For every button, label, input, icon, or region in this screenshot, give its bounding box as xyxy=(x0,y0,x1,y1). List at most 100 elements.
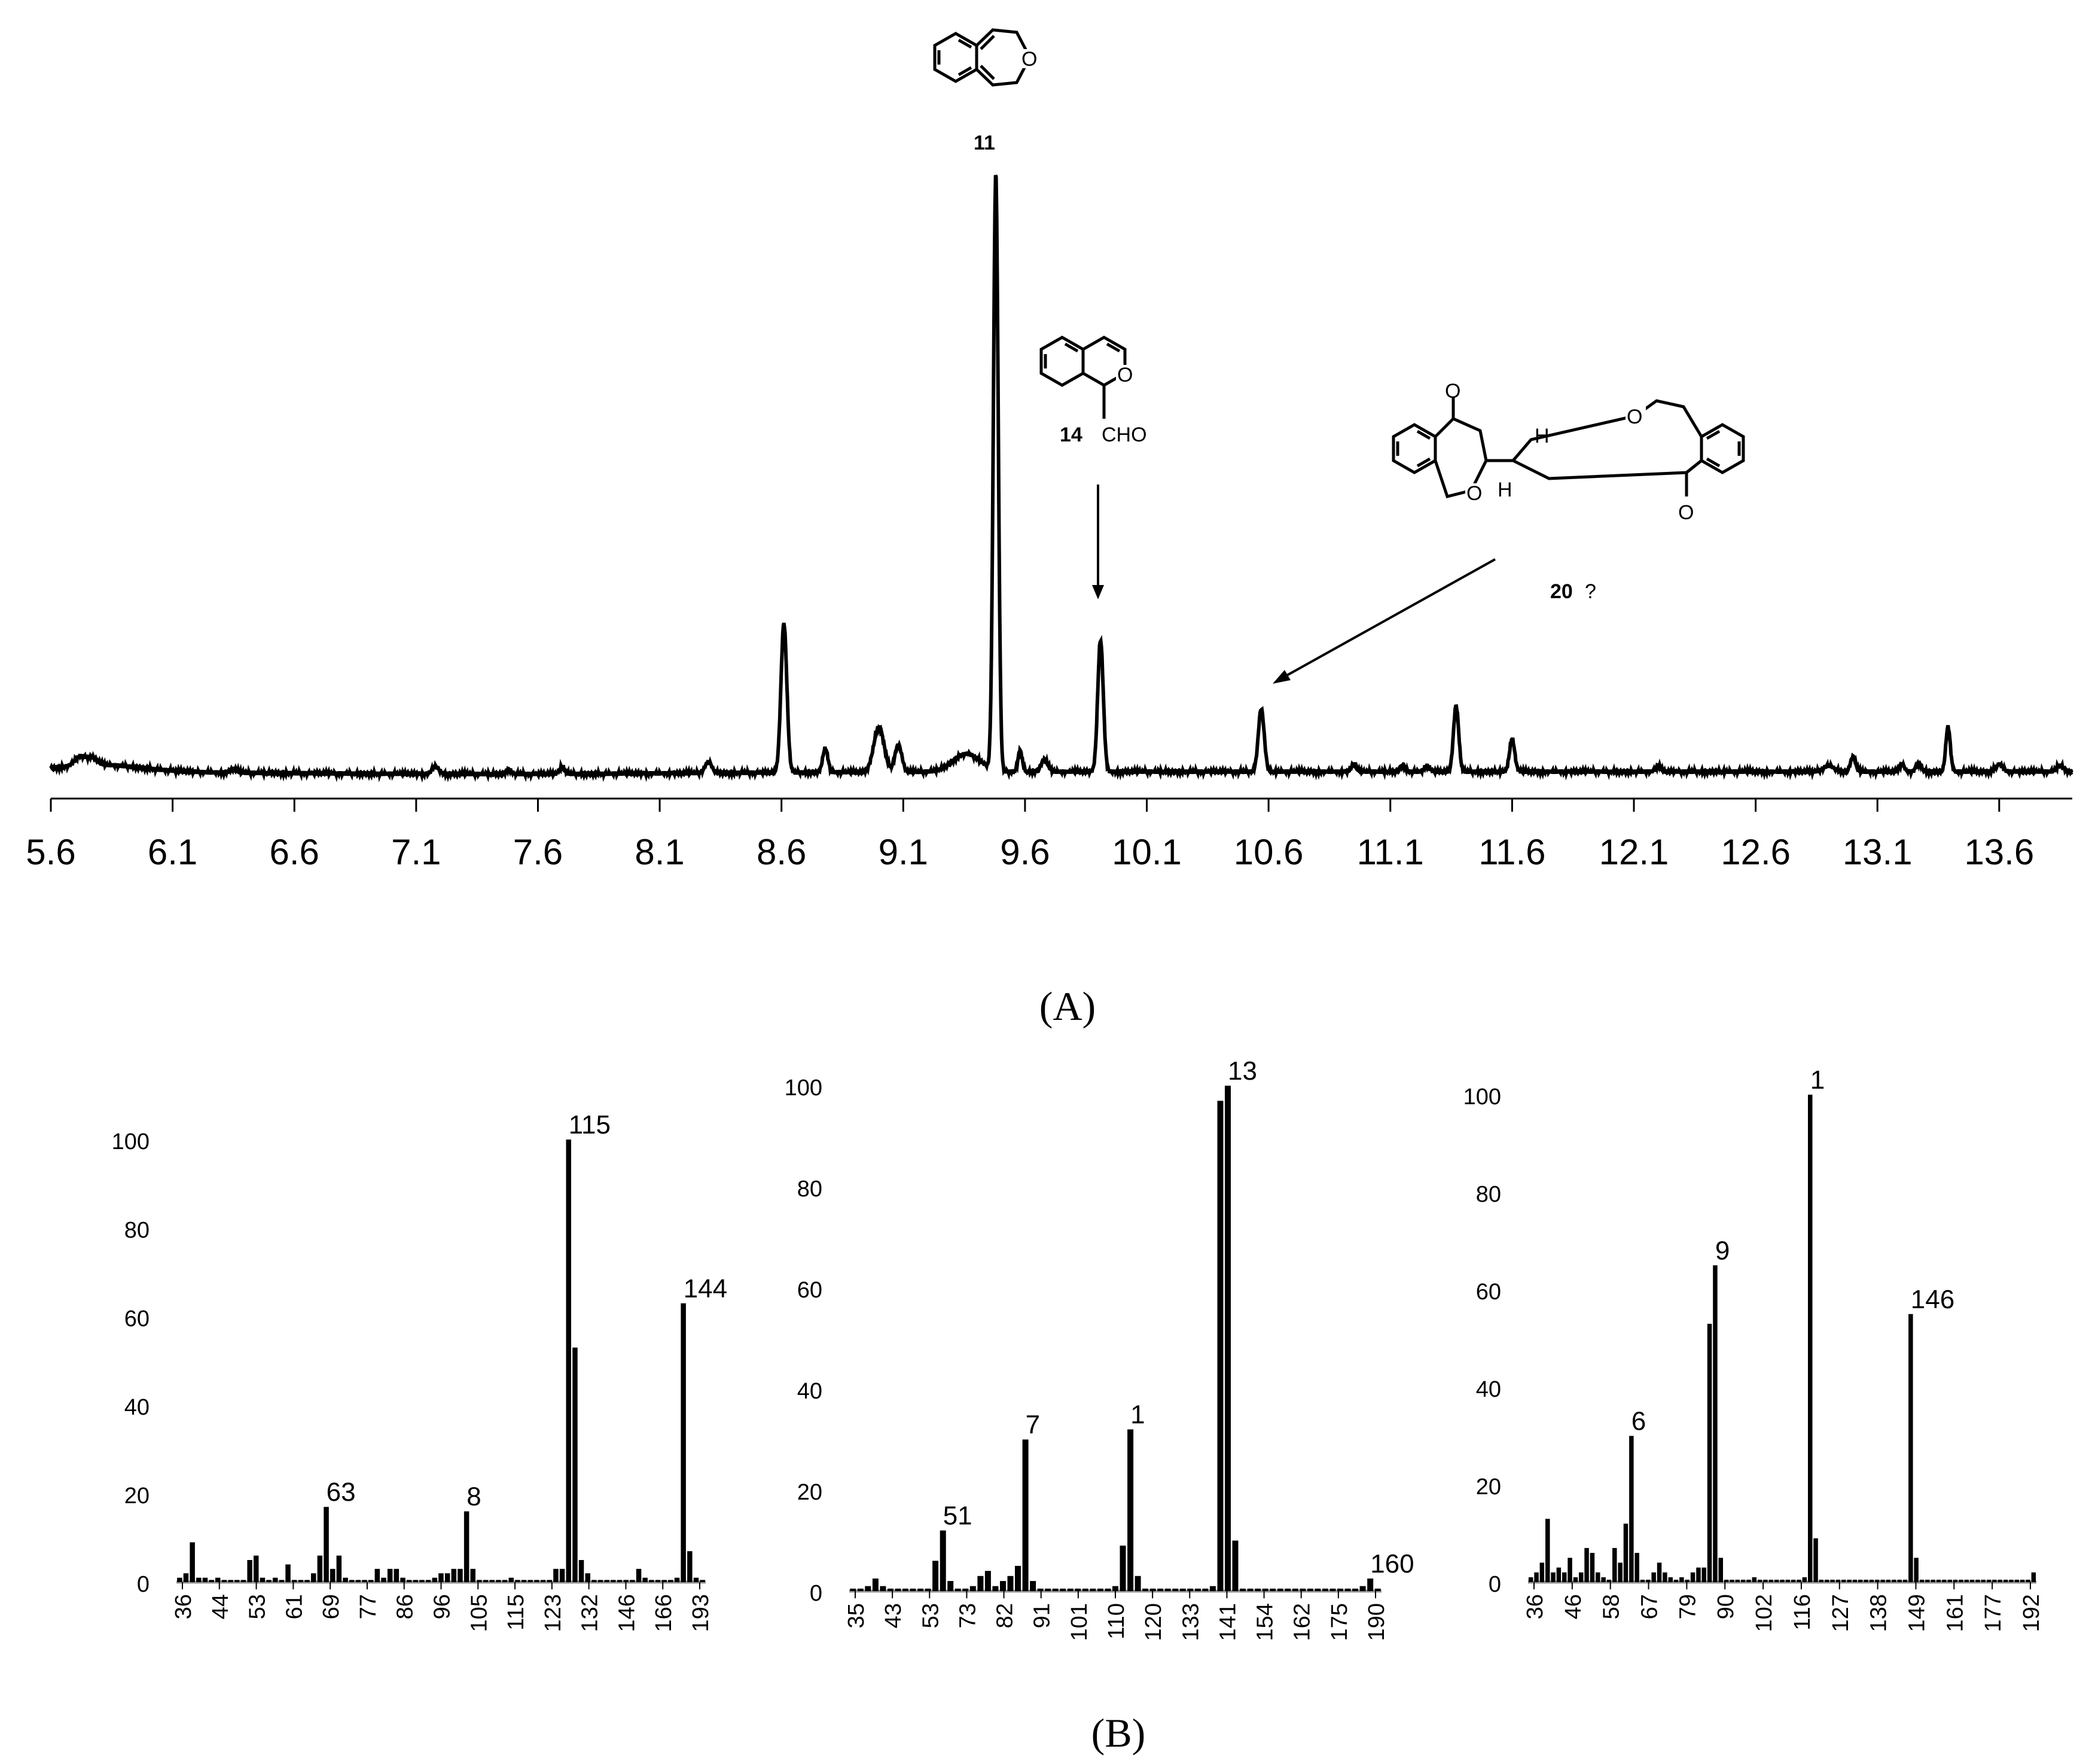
spectrum-bar xyxy=(1000,1581,1006,1591)
spectrum-x-tick-label: 161 xyxy=(1942,1594,1968,1632)
spectrum-y-tick-label: 20 xyxy=(1476,1474,1501,1500)
spectrum-x-tick-label: 138 xyxy=(1867,1594,1892,1632)
spectrum-bar xyxy=(1763,1579,1768,1582)
spectrum-bar xyxy=(234,1580,240,1582)
spectrum-bar xyxy=(2026,1579,2030,1582)
spectrum-bar xyxy=(1015,1565,1021,1592)
spectrum-bar xyxy=(1730,1579,1734,1582)
chromatogram-x-tick-label: 7.1 xyxy=(391,832,441,872)
spectrum-data-label: 13 xyxy=(1228,1056,1257,1086)
spectrum-bar xyxy=(668,1580,673,1582)
spectrum-x-tick-label: 162 xyxy=(1290,1603,1315,1641)
spectrum-bar xyxy=(1986,1579,1992,1582)
spectrum-x-tick-label: 190 xyxy=(1364,1603,1389,1641)
spectrum-bar xyxy=(183,1573,189,1582)
spectrum-bar xyxy=(1292,1588,1298,1591)
spectrum-bar xyxy=(1232,1540,1239,1591)
spectrum-bar xyxy=(247,1560,252,1582)
spectrum-bar xyxy=(1337,1588,1343,1591)
spectrum-bar xyxy=(1808,1095,1813,1582)
spectrum-bar xyxy=(496,1580,501,1582)
spectrum-bar xyxy=(413,1580,419,1582)
spectrum-bar xyxy=(406,1580,412,1582)
spectrum-bar xyxy=(1701,1567,1706,1582)
structure-20-hydrogen-2: H xyxy=(1535,425,1550,447)
spectrum-bar xyxy=(655,1580,661,1582)
spectrum-bar xyxy=(1179,1588,1186,1591)
spectrum-bar xyxy=(1022,1439,1029,1591)
spectrum-bar xyxy=(362,1580,367,1582)
panel-label-a: (A) xyxy=(1039,983,1096,1029)
spectrum-bar xyxy=(1367,1578,1374,1591)
spectrum-x-tick-label: 120 xyxy=(1141,1603,1166,1641)
spectrum-bar xyxy=(1172,1588,1179,1591)
spectrum-bar xyxy=(1869,1579,1874,1582)
spectrum-bar xyxy=(1852,1579,1858,1582)
spectrum-bar xyxy=(209,1580,214,1582)
spectrum-bar xyxy=(515,1580,520,1582)
spectrum-bar xyxy=(623,1580,629,1582)
spectrum-bar xyxy=(458,1568,463,1582)
spectrum-y-tick-label: 20 xyxy=(797,1480,822,1505)
spectrum-bar xyxy=(324,1507,329,1582)
spectrum-bar xyxy=(1097,1588,1103,1591)
spectrum-x-tick-label: 35 xyxy=(844,1603,869,1628)
spectrum-bar xyxy=(470,1568,475,1582)
chromatogram-x-tick-label: 12.1 xyxy=(1599,832,1669,872)
chromatogram-x-tick-label: 12.6 xyxy=(1721,832,1791,872)
spectrum-x-tick-label: 116 xyxy=(1790,1594,1815,1631)
spectrum-bar xyxy=(1037,1588,1044,1591)
spectrum-bar xyxy=(190,1542,195,1582)
spectrum-bar xyxy=(1528,1577,1533,1582)
spectrum-bar xyxy=(432,1577,438,1582)
compound-label-11: 11 xyxy=(974,132,995,154)
spectrum-bar xyxy=(1344,1588,1351,1591)
chromatogram-x-tick-label: 13.1 xyxy=(1843,832,1913,872)
spectrum-y-tick-label: 60 xyxy=(797,1278,822,1303)
spectrum-bar xyxy=(1562,1572,1567,1582)
spectrum-bar xyxy=(1217,1101,1224,1591)
spectrum-y-tick-label: 80 xyxy=(1476,1182,1501,1207)
spectrum-bar xyxy=(1847,1579,1852,1582)
structure-20-ketone-oxygen-1: O xyxy=(1445,380,1460,403)
spectrum-bar xyxy=(865,1586,871,1591)
spectrum-bar xyxy=(228,1580,233,1582)
spectrum-bar xyxy=(1270,1588,1276,1591)
spectrum-x-tick-label: 133 xyxy=(1178,1603,1203,1641)
spectrum-bar xyxy=(285,1564,291,1582)
spectrum-x-tick-label: 46 xyxy=(1561,1594,1586,1619)
spectrum-bar xyxy=(1612,1547,1617,1582)
spectrum-bar xyxy=(1315,1588,1321,1591)
spectrum-bar xyxy=(1780,1579,1785,1582)
spectrum-bar xyxy=(1596,1572,1600,1582)
spectrum-bar xyxy=(463,1511,469,1582)
spectrum-bar xyxy=(1791,1579,1796,1582)
spectrum-bar xyxy=(553,1568,559,1582)
compound-20-query: ? xyxy=(1585,580,1596,603)
spectrum-bar xyxy=(2014,1579,2020,1582)
spectrum-bar xyxy=(1919,1579,1925,1582)
spectrum-bar xyxy=(1785,1579,1791,1582)
spectrum-data-label: 7 xyxy=(1026,1410,1040,1440)
spectrum-bar xyxy=(1277,1588,1283,1591)
spectrum-bar xyxy=(1629,1436,1634,1582)
spectrum-x-tick-label: 177 xyxy=(1981,1594,2006,1632)
spectrum-bar xyxy=(1953,1579,1958,1582)
spectrum-x-tick-label: 61 xyxy=(282,1594,307,1619)
compound-label-20: 20 xyxy=(1550,580,1573,603)
spectrum-y-tick-label: 0 xyxy=(810,1581,822,1606)
spectrum-bar xyxy=(1105,1588,1111,1591)
spectrum-bar xyxy=(349,1580,355,1582)
spectrum-bar xyxy=(527,1580,533,1582)
spectrum-x-tick-label: 43 xyxy=(881,1603,906,1628)
spectrum-y-tick-label: 80 xyxy=(124,1218,150,1243)
panel-label-b: (B) xyxy=(1091,1710,1146,1756)
spectrum-bar xyxy=(438,1573,444,1582)
spectrum-bar xyxy=(502,1580,508,1582)
spectrum-bar xyxy=(1007,1576,1014,1591)
structure-20-icon xyxy=(1392,398,1745,498)
spectrum-bar xyxy=(1774,1579,1779,1582)
spectrum-data-label: 1 xyxy=(1810,1065,1825,1095)
spectrum-bar xyxy=(368,1580,374,1582)
spectrum-x-tick-label: 86 xyxy=(393,1594,418,1619)
